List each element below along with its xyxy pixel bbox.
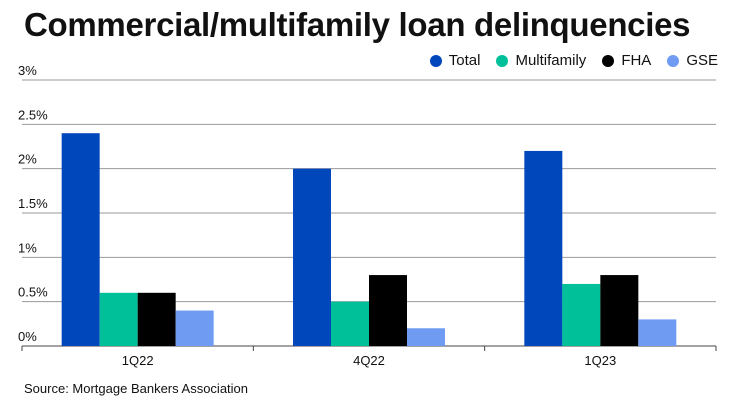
legend: Total Multifamily FHA GSE: [429, 52, 718, 69]
bar-fha-1q23: [600, 275, 639, 346]
legend-swatch: [496, 54, 509, 67]
x-tick-label: 1Q23: [584, 353, 616, 368]
source-note: Source: Mortgage Bankers Association: [24, 381, 249, 396]
bar-gse-1q22: [175, 310, 214, 346]
legend-label: Total: [448, 52, 481, 69]
y-tick-label: 0%: [18, 329, 37, 344]
legend-label: GSE: [686, 52, 718, 69]
bar-multifamily-1q23: [562, 283, 601, 346]
y-tick-label: 1%: [18, 240, 37, 255]
legend-item-multifamily: Multifamily: [496, 52, 586, 69]
x-tick-label: 1Q22: [122, 353, 154, 368]
x-tick-label: 4Q22: [353, 353, 385, 368]
bar-multifamily-1q22: [99, 292, 138, 346]
legend-item-gse: GSE: [667, 52, 718, 69]
bar-gse-1q23: [638, 319, 677, 346]
bar-gse-4q22: [407, 328, 445, 346]
legend-swatch: [429, 54, 442, 67]
y-tick-label: 2%: [18, 152, 37, 167]
legend-swatch: [667, 54, 680, 67]
bar-total-1q22: [61, 133, 100, 346]
y-tick-label: 1.5%: [18, 196, 48, 211]
bar-fha-1q22: [137, 292, 176, 346]
legend-label: FHA: [621, 52, 652, 69]
y-tick-label: 0.5%: [18, 285, 48, 300]
legend-item-total: Total: [429, 52, 481, 69]
bar-total-1q23: [524, 150, 563, 346]
y-tick-label: 3%: [18, 63, 37, 78]
legend-item-fha: FHA: [602, 52, 651, 69]
y-tick-label: 2.5%: [18, 107, 48, 122]
bar-fha-4q22: [369, 275, 407, 346]
chart-title: Commercial/multifamily loan delinquencie…: [24, 6, 691, 43]
bar-multifamily-4q22: [331, 301, 369, 346]
bar-total-4q22: [293, 168, 331, 346]
legend-label: Multifamily: [515, 52, 587, 69]
legend-swatch: [602, 54, 615, 67]
